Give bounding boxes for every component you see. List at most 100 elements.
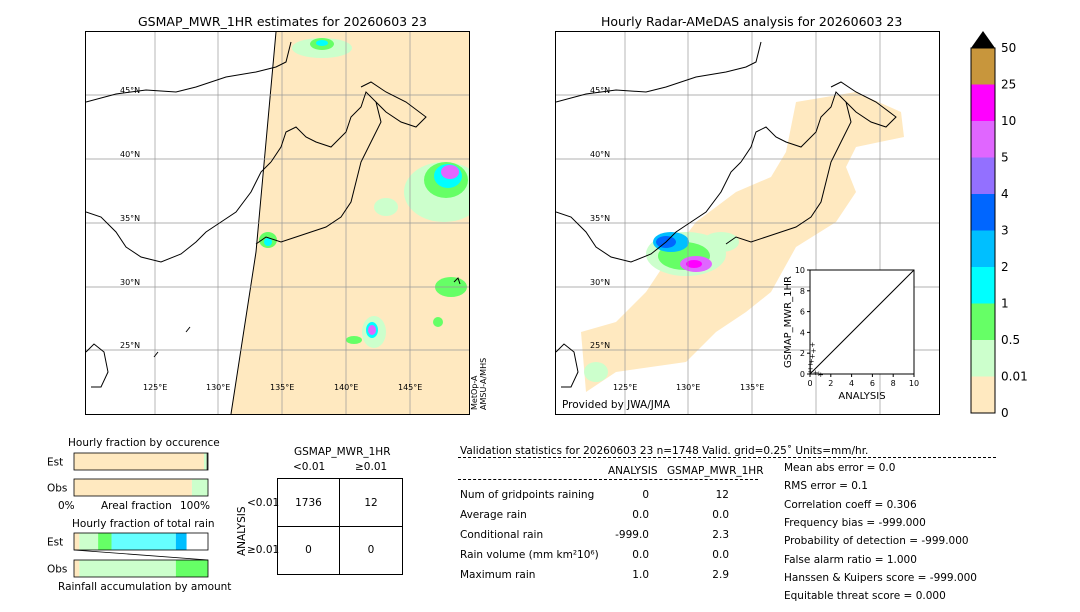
bar-segment [74,453,204,470]
colorbar-svg: 50 25 10 5 4 3 2 1 0.5 0.01 0 [970,31,1028,420]
validation-divider [458,457,996,458]
lat-label: 25°N [590,341,610,350]
contingency-cell: 12 [364,497,378,509]
validation-score: Probability of detection = -999.000 [784,535,969,548]
scatter-point: + [816,370,822,378]
colorbar-segment [971,48,995,85]
bar-segment [206,453,208,470]
validation-score: Frequency bias = -999.000 [784,516,926,529]
lat-label: 40°N [590,150,610,159]
y-tick-label: 4 [800,328,805,337]
lat-label: 25°N [120,341,140,350]
scatter-point: + [808,361,814,369]
contingency-title: GSMAP_MWR_1HR [294,446,391,458]
lat-label: 35°N [590,214,610,223]
validation-value-analysis: 0.0 [632,549,649,561]
bar-frame [73,452,209,471]
left-coastlines [86,41,461,388]
colorbar-label: 2 [1001,260,1009,274]
right-map-canvas: 45°N 40°N 35°N 30°N 25°N 125°E 130°E 135… [556,32,939,414]
colorbar-segment [971,157,995,194]
validation-value-analysis: 1.0 [632,569,649,581]
occ-xlabel-0: 0% [58,500,75,512]
scatter-point: + [809,357,815,365]
lon-label: 125°E [613,383,637,392]
left-rain-patch [374,198,398,216]
inset-yticks: 0 2 4 6 8 10 [795,266,810,379]
inset-scatter: + + + + + + + + + + 0 2 4 6 8 10 0 2 4 6 8 10 ANALYSIS GSMA… [778,266,923,406]
bar-segment [79,533,99,550]
lon-label: 140°E [334,383,358,392]
contingency-table: 1736 12 0 0 [277,478,403,575]
left-lon-labels: 125°E 130°E 135°E 140°E 145°E [143,383,422,392]
total-rain-title: Hourly fraction of total rain [72,518,215,530]
left-rain-patch [368,325,376,335]
lon-label: 125°E [143,383,167,392]
right-lon-labels: 125°E 130°E 135°E [613,383,764,392]
colorbar-segment [971,340,995,377]
validation-header: Validation statistics for 20260603 23 n=… [460,445,869,457]
validation-score: Mean abs error = 0.0 [784,462,896,474]
lon-label: 135°E [270,383,294,392]
left-map: 45°N 40°N 35°N 30°N 25°N 125°E 130°E 135… [85,31,470,415]
validation-subdivider [458,479,758,480]
colorbar-label: 50 [1001,41,1016,55]
scatter-point: + [810,341,816,349]
colorbar-label: 0.01 [1001,370,1028,384]
left-map-title: GSMAP_MWR_1HR estimates for 20260603 23 [138,14,427,29]
scatter-point: + [808,365,814,373]
y-tick-label: 8 [800,287,805,296]
left-gridlines [86,32,469,414]
colorbar-segment [971,303,995,340]
colorbar-label: 1 [1001,297,1009,311]
inset-points: ++++++++++ [808,341,824,379]
bar-segment [79,560,176,577]
validation-score: RMS error = 0.1 [784,480,868,493]
left-rain-patch [433,317,443,327]
colorbar-label: 10 [1001,114,1016,128]
bar-cut-line [73,549,209,561]
lat-label: 35°N [120,214,140,223]
x-tick-label: 2 [828,379,833,388]
lon-label: 130°E [676,383,700,392]
validation-value-analysis: 0 [642,489,649,501]
validation-row-label: Rain volume (mm km²10⁶) [460,549,599,561]
left-rain-patch [346,336,362,344]
lon-label: 135°E [740,383,764,392]
validation-row-label: Num of gridpoints raining [460,489,595,501]
validation-row-label: Average rain [460,509,527,521]
right-coastlines [556,41,897,388]
bar-frame [73,532,209,551]
colorbar-segment [971,230,995,267]
occurrence-svg: Est Obs [47,452,209,497]
occ-xlabel-1: Areal fraction [101,500,172,512]
left-rain-patch [316,40,328,46]
right-rain-patch [686,260,702,268]
inset-scatter-svg: ++++++++++ 0 2 4 6 8 10 0 2 4 6 8 10 ANALYSIS GSMA… [783,266,919,402]
inset-xticks: 0 2 4 6 8 10 [807,374,919,388]
bar-row-label: Obs [47,564,67,576]
colorbar-segment [971,376,995,413]
occurrence-title: Hourly fraction by occurence [68,437,220,449]
colorbar-label: 25 [1001,78,1016,92]
scatter-point: + [810,352,816,360]
lat-label: 45°N [590,86,610,95]
bar-row-label: Est [47,537,63,549]
colorbar-segment [971,84,995,121]
contingency-cell: 0 [305,544,312,556]
x-tick-label: 10 [909,379,919,388]
contingency-row-1: ≥0.01 [247,544,280,556]
left-rain-patch [441,165,459,179]
colorbar-label: 4 [1001,187,1009,201]
bar-segment [191,479,208,496]
colorbar-segment [971,121,995,158]
validation-value-estimate: 2.3 [712,529,729,541]
y-tick-label: 0 [800,370,805,379]
colorbar-label: 0.5 [1001,333,1020,347]
scatter-point: + [818,371,824,379]
left-rain-patch [264,238,272,246]
bar-segment [111,533,176,550]
occ-xlabel-2: 100% [180,500,211,512]
left-map-canvas: 45°N 40°N 35°N 30°N 25°N 125°E 130°E 135… [86,32,469,414]
contingency-row-0: <0.01 [247,497,280,509]
